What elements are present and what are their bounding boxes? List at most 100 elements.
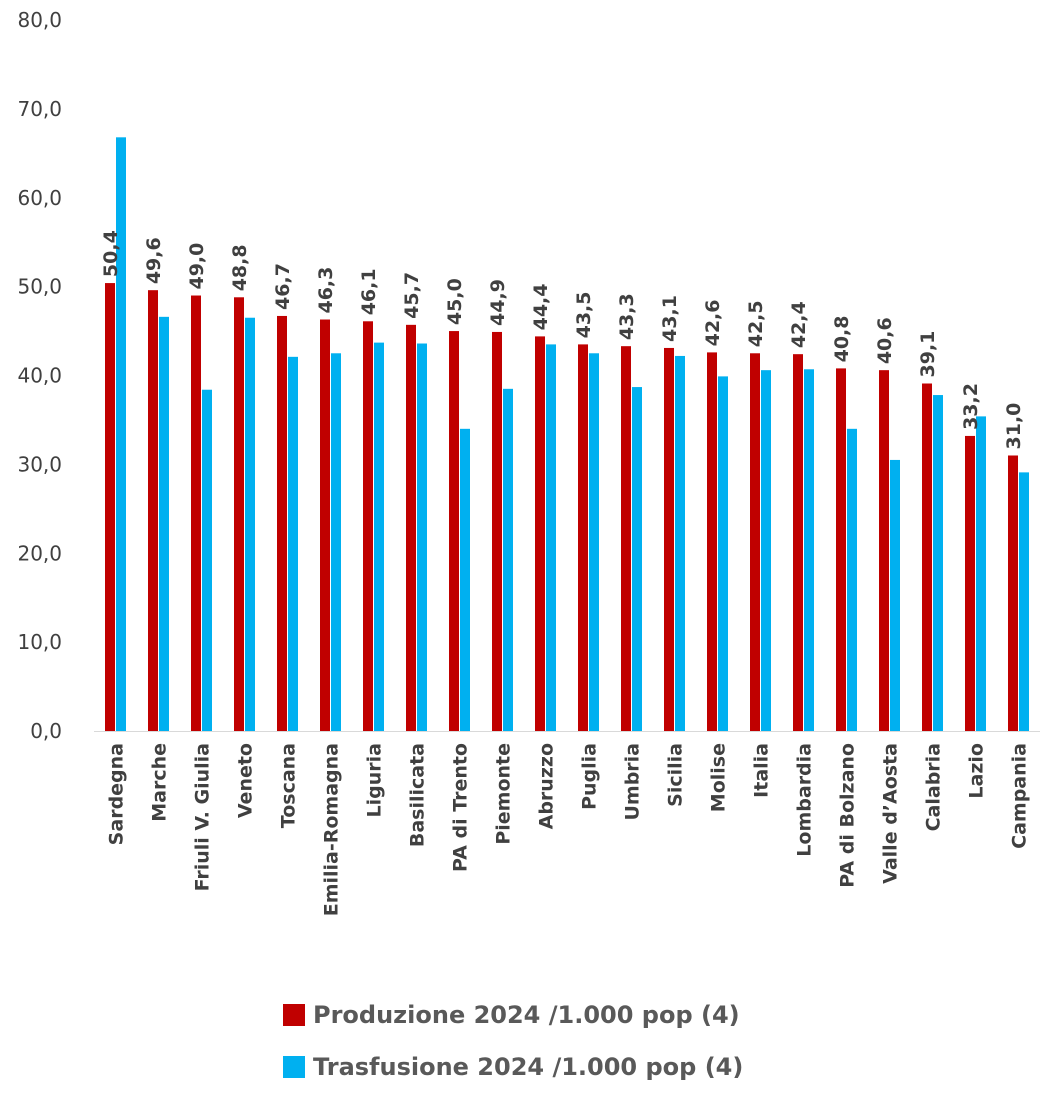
bar-produzione	[750, 353, 760, 731]
data-label-produzione: 42,5	[745, 300, 767, 347]
bar-produzione	[707, 352, 717, 731]
bar-produzione	[492, 331, 502, 731]
y-tick-label: 0,0	[30, 719, 62, 743]
bar-produzione	[320, 319, 330, 731]
bar-trasfusione	[976, 416, 986, 731]
x-tick-label: Sardegna	[106, 743, 128, 845]
bar-produzione	[965, 435, 975, 731]
x-tick-label: Friuli V. Giulia	[192, 743, 214, 891]
legend-label-produzione: Produzione 2024 /1.000 pop (4)	[313, 1001, 740, 1029]
x-tick-label: Lazio	[966, 743, 988, 799]
data-label-produzione: 46,7	[272, 263, 294, 310]
y-tick-label: 70,0	[17, 97, 62, 121]
legend-item-trasfusione: Trasfusione 2024 /1.000 pop (4)	[283, 1052, 743, 1082]
x-tick-label: Valle d’Aosta	[880, 743, 902, 884]
bar-trasfusione	[933, 395, 943, 731]
data-label-produzione: 43,3	[616, 293, 638, 340]
bar-trasfusione	[288, 356, 298, 731]
bar-produzione	[664, 347, 674, 731]
data-label-produzione: 44,9	[487, 279, 509, 326]
data-label-produzione: 33,2	[960, 383, 982, 430]
bar-trasfusione	[675, 355, 685, 731]
bar-produzione	[836, 368, 846, 731]
data-label-produzione: 50,4	[100, 230, 122, 277]
bar-produzione	[148, 290, 158, 731]
legend-swatch-trasfusione	[283, 1056, 305, 1078]
bar-trasfusione	[417, 343, 427, 731]
bar-produzione	[234, 297, 244, 731]
bar-produzione	[578, 344, 588, 731]
bar-trasfusione	[632, 387, 642, 731]
y-axis: 0,0 10,0 20,0 30,0 40,0 50,0 60,0 70,0 80,0	[17, 8, 62, 743]
y-tick-label: 30,0	[17, 452, 62, 476]
bar-produzione	[277, 315, 287, 731]
y-tick-label: 50,0	[17, 275, 62, 299]
legend-swatch-produzione	[283, 1004, 305, 1026]
data-label-produzione: 31,0	[1003, 403, 1025, 450]
data-label-produzione: 46,3	[315, 267, 337, 314]
bar-trasfusione	[761, 370, 771, 731]
bar-chart: 0,0 10,0 20,0 30,0 40,0 50,0 60,0 70,0 80,0 50,4…	[17, 8, 1040, 916]
bar-trasfusione	[847, 428, 857, 731]
y-tick-label: 40,0	[17, 364, 62, 388]
x-tick-label: Marche	[149, 743, 171, 822]
x-tick-label: Lombardia	[794, 743, 816, 857]
bar-produzione	[922, 383, 932, 731]
legend: Produzione 2024 /1.000 pop (4) Trasfusio…	[283, 1000, 743, 1104]
series-trasfusione	[116, 137, 1029, 731]
x-tick-label: Emilia-Romagna	[321, 743, 343, 916]
x-tick-label: Campania	[1009, 743, 1031, 849]
bar-trasfusione	[503, 388, 513, 731]
data-label-produzione: 49,0	[186, 243, 208, 290]
data-label-produzione: 48,8	[229, 244, 251, 291]
legend-label-trasfusione: Trasfusione 2024 /1.000 pop (4)	[313, 1053, 744, 1081]
bar-trasfusione	[589, 353, 599, 731]
x-tick-label: Puglia	[579, 743, 601, 810]
bar-trasfusione	[890, 459, 900, 731]
x-tick-label: Molise	[708, 743, 730, 812]
x-tick-label: Calabria	[923, 743, 945, 831]
data-labels: 50,4 49,6 49,0 48,8 46,7 46,3 46,1 45,7 45,0 44,9…	[100, 230, 1025, 449]
bar-trasfusione	[116, 137, 126, 731]
x-tick-label: Umbria	[622, 743, 644, 821]
y-tick-label: 80,0	[17, 8, 62, 32]
bar-trasfusione	[245, 317, 255, 731]
y-tick-label: 20,0	[17, 541, 62, 565]
data-label-produzione: 42,4	[788, 301, 810, 348]
bar-trasfusione	[331, 353, 341, 731]
x-tick-label: Basilicata	[407, 743, 429, 847]
x-tick-label: Italia	[751, 743, 773, 798]
bar-produzione	[1008, 455, 1018, 731]
x-tick-label: PA di Bolzano	[837, 743, 859, 888]
y-tick-label: 10,0	[17, 630, 62, 654]
data-label-produzione: 46,1	[358, 268, 380, 315]
data-label-produzione: 43,1	[659, 295, 681, 342]
x-tick-label: Liguria	[364, 743, 386, 817]
x-tick-label: Piemonte	[493, 743, 515, 845]
series-produzione	[105, 283, 1018, 731]
bar-produzione	[449, 331, 459, 731]
bar-trasfusione	[374, 342, 384, 731]
x-tick-label: Toscana	[278, 743, 300, 828]
bar-trasfusione	[202, 389, 212, 731]
x-tick-label: Abruzzo	[536, 743, 558, 829]
data-label-produzione: 44,4	[530, 284, 552, 331]
bar-produzione	[793, 354, 803, 731]
data-label-produzione: 49,6	[143, 237, 165, 284]
bar-produzione	[105, 283, 115, 731]
x-tick-label: PA di Trento	[450, 743, 472, 872]
data-label-produzione: 45,7	[401, 272, 423, 319]
data-label-produzione: 40,8	[831, 315, 853, 362]
data-label-produzione: 40,6	[874, 317, 896, 364]
data-label-produzione: 43,5	[573, 292, 595, 339]
x-axis-tick-labels: Sardegna Marche Friuli V. Giulia Veneto Tosc…	[106, 743, 1031, 916]
bar-produzione	[363, 321, 373, 731]
x-tick-label: Sicilia	[665, 743, 687, 807]
x-tick-label: Veneto	[235, 743, 257, 818]
bar-trasfusione	[159, 316, 169, 731]
bar-produzione	[535, 336, 545, 731]
bar-produzione	[191, 295, 201, 731]
y-tick-label: 60,0	[17, 186, 62, 210]
bar-trasfusione	[460, 428, 470, 731]
bar-trasfusione	[718, 376, 728, 731]
